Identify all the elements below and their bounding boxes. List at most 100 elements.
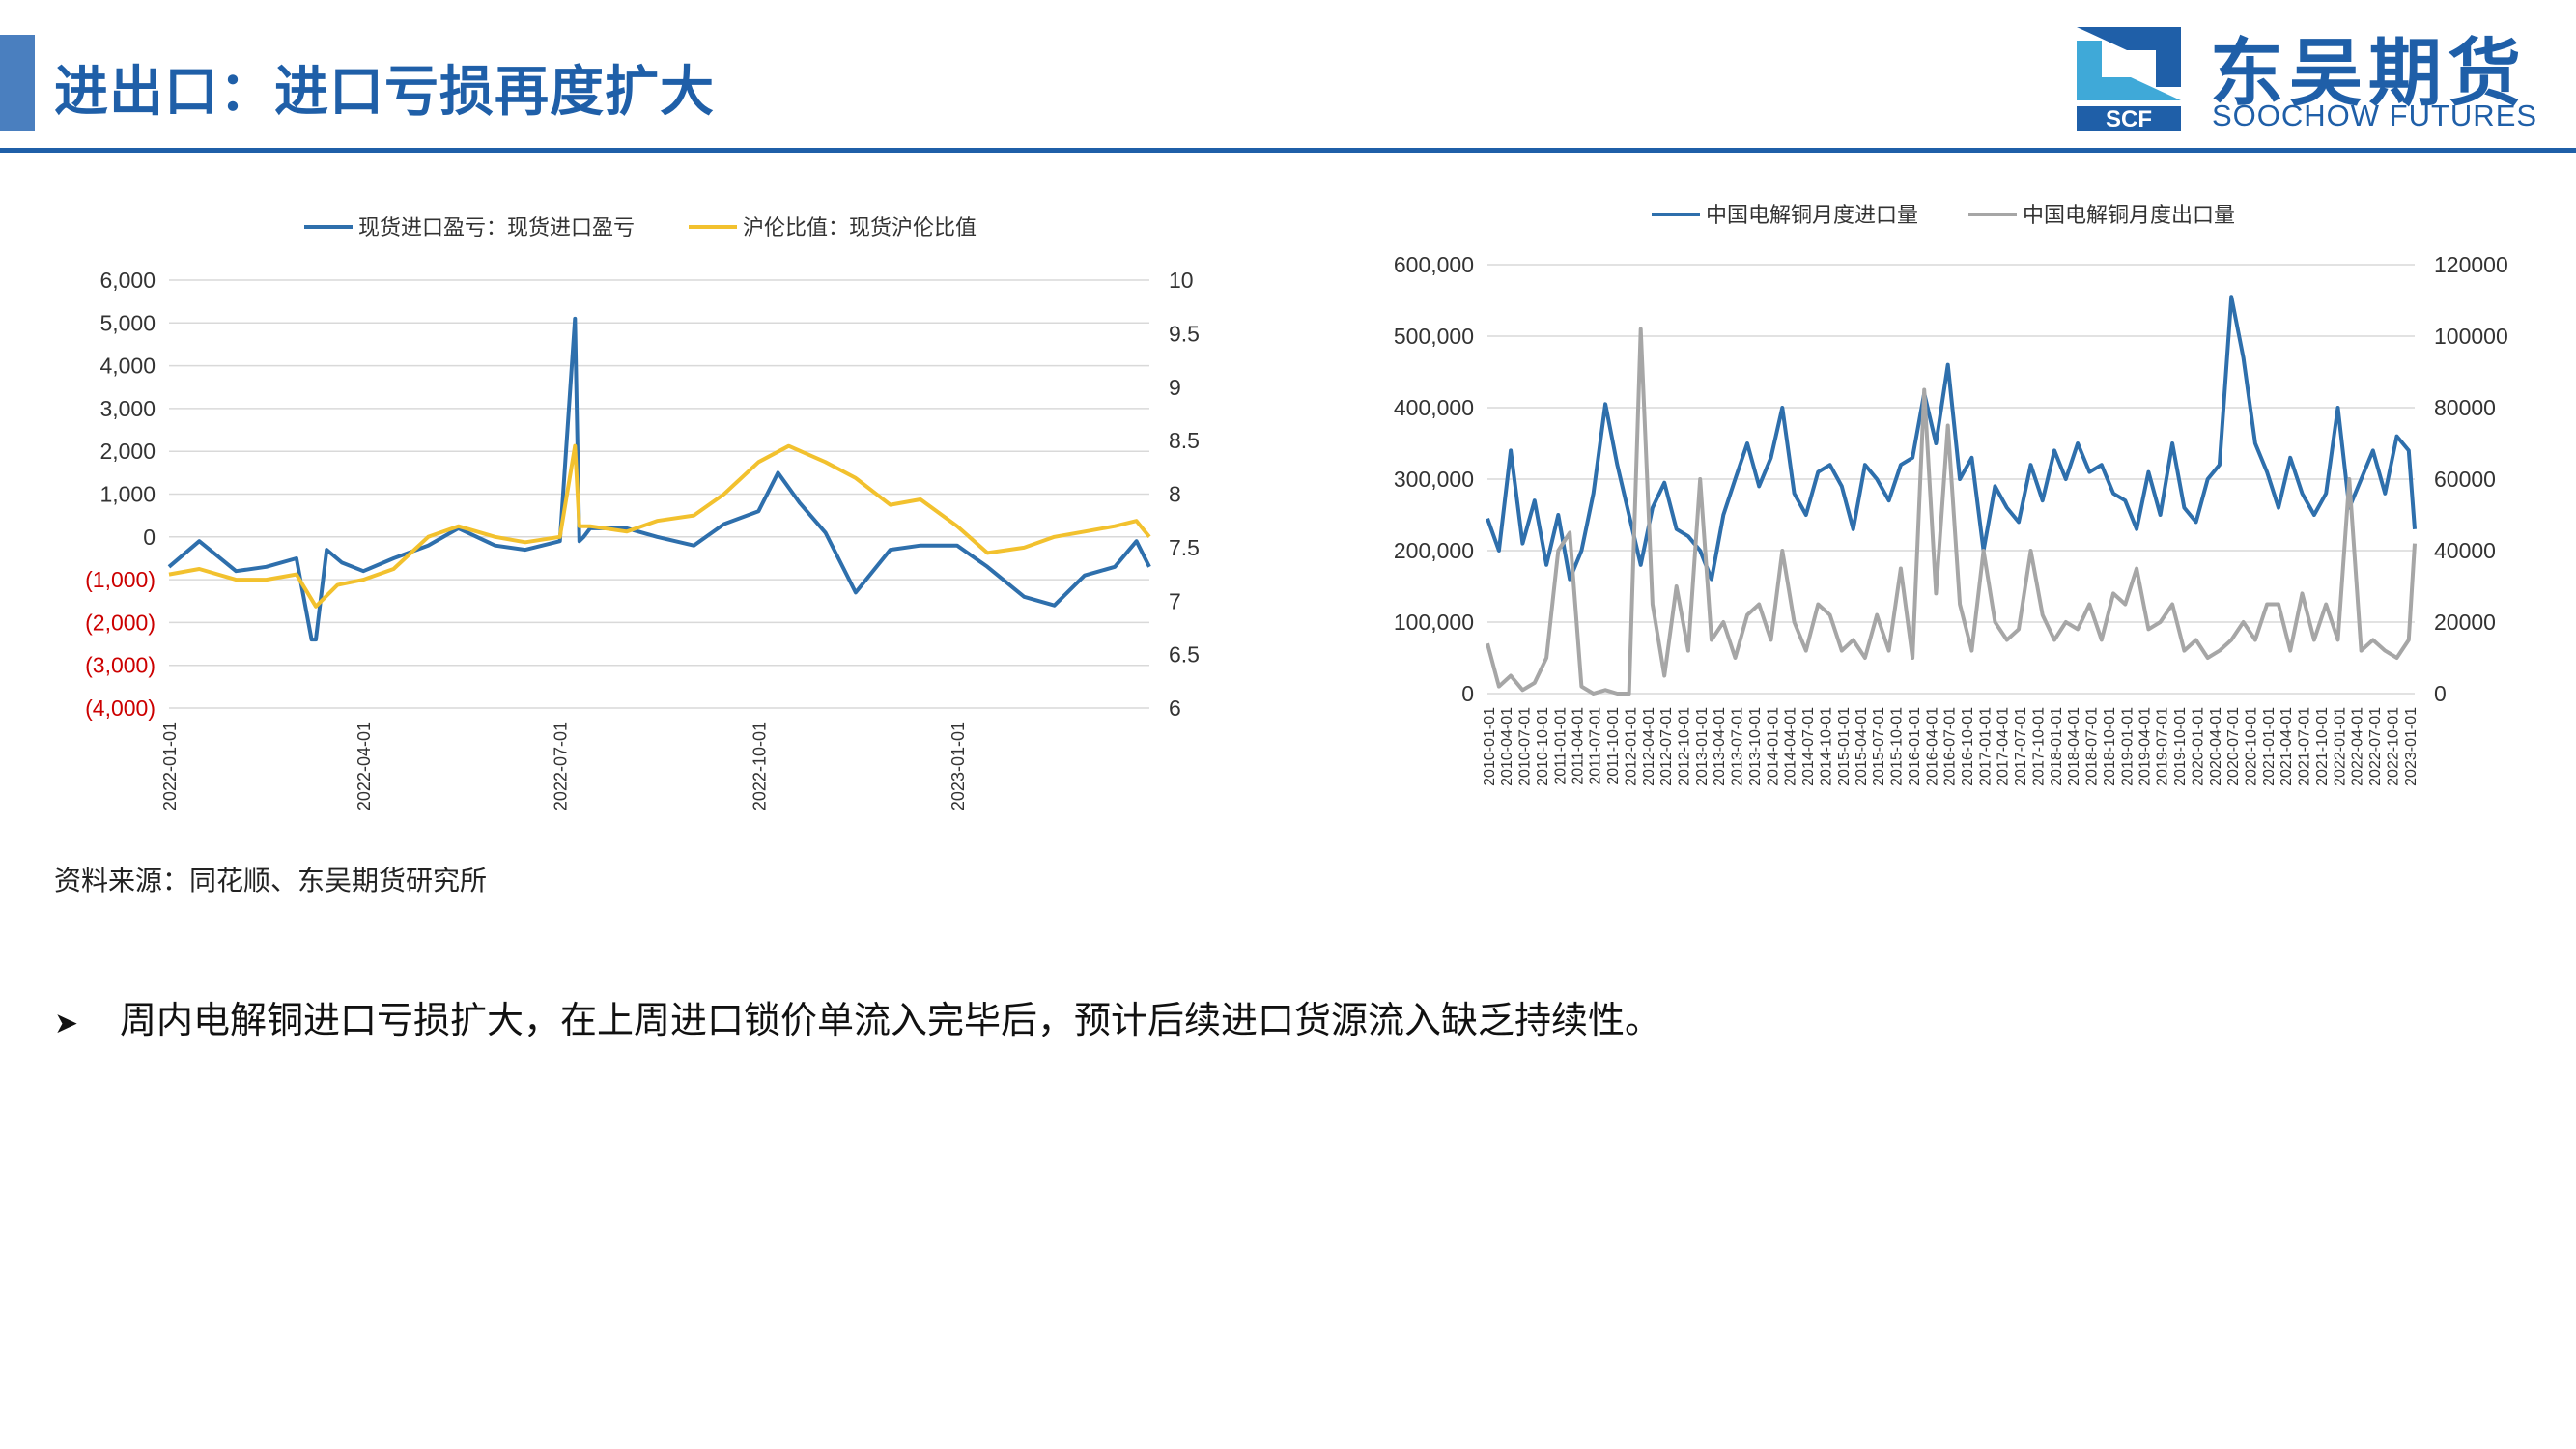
x-tick-label: 2022-07-01 <box>552 722 571 810</box>
header-divider <box>0 148 2576 153</box>
x-tick-label: 2022-04-01 <box>2350 707 2366 786</box>
y-tick-label-left: 2,000 <box>99 439 156 464</box>
x-tick-label: 2020-04-01 <box>2208 707 2224 786</box>
x-tick-label: 2022-04-01 <box>354 722 374 810</box>
x-tick-label: 2019-01-01 <box>2119 707 2136 786</box>
y-tick-label-right: 100000 <box>2434 324 2508 349</box>
y-tick-label-left: 200,000 <box>1394 538 1474 563</box>
x-tick-label: 2018-10-01 <box>2102 707 2118 786</box>
y-tick-label-left: 100,000 <box>1394 610 1474 635</box>
y-tick-label-left: 300,000 <box>1394 467 1474 492</box>
logo-mark-text: SCF <box>2106 106 2152 132</box>
data-source-note: 资料来源：同花顺、东吴期货研究所 <box>54 865 488 896</box>
x-tick-label: 2011-10-01 <box>1605 707 1622 785</box>
import-export-volume-chart: 中国电解铜月度进口量 中国电解铜月度出口量 600,000 500,000 400,00… <box>1352 184 2569 821</box>
x-tick-label: 2019-04-01 <box>2137 707 2153 786</box>
x-tick-label: 2020-07-01 <box>2225 707 2242 786</box>
x-tick-label: 2013-10-01 <box>1747 707 1764 786</box>
logo-english-name: SOOCHOW FUTURES <box>2212 99 2538 132</box>
x-tick-label: 2015-01-01 <box>1836 707 1853 786</box>
y-tick-label-right: 40000 <box>2434 538 2496 563</box>
analysis-bullet: ➤ 周内电解铜进口亏损扩大，在上周进口锁价单流入完毕后，预计后续进口货源流入缺乏持… <box>54 990 1661 1043</box>
import-export-volume-chart-svg: 中国电解铜月度进口量 中国电解铜月度出口量 600,000 500,000 400,00… <box>1394 203 2508 786</box>
x-tick-label: 2021-10-01 <box>2314 707 2331 786</box>
y-tick-label-right: 9 <box>1169 375 1181 400</box>
y-tick-label-right: 8.5 <box>1169 428 1200 453</box>
x-tick-label: 2014-07-01 <box>1800 707 1817 786</box>
x-tick-label: 2010-01-01 <box>1482 707 1498 786</box>
y-tick-label-right: 60000 <box>2434 467 2496 492</box>
y-tick-label-right: 8 <box>1169 482 1181 507</box>
legend-label: 中国电解铜月度出口量 <box>2023 203 2235 227</box>
x-tick-label: 2014-10-01 <box>1818 707 1834 786</box>
x-tick-label: 2021-01-01 <box>2261 707 2278 786</box>
y-tick-label-left: 0 <box>143 525 156 550</box>
x-tick-label: 2018-04-01 <box>2066 707 2082 786</box>
x-tick-label: 2012-01-01 <box>1624 707 1640 786</box>
x-tick-label: 2018-07-01 <box>2083 707 2100 786</box>
page-title: 进出口：进口亏损再度扩大 <box>54 61 715 124</box>
x-tick-label: 2019-10-01 <box>2172 707 2189 786</box>
y-tick-label-right: 7.5 <box>1169 535 1200 560</box>
x-tick-label: 2012-04-01 <box>1641 707 1657 786</box>
arrow-bullet-icon: ➤ <box>54 1007 79 1040</box>
x-tick-label: 2019-07-01 <box>2155 707 2171 786</box>
y-tick-label-left: 600,000 <box>1394 252 1474 277</box>
y-tick-label-left: 5,000 <box>99 310 156 335</box>
x-tick-label: 2016-04-01 <box>1924 707 1940 786</box>
brand-logo: SCF 东吴期货 SOOCHOW FUTURES <box>2067 14 2550 139</box>
x-tick-label: 2015-10-01 <box>1889 707 1906 786</box>
x-tick-label: 2010-10-01 <box>1535 707 1551 786</box>
y-tick-label-left: (3,000) <box>85 653 156 678</box>
x-tick-label: 2012-10-01 <box>1677 707 1693 786</box>
series-line-primary <box>1486 295 2417 582</box>
y-tick-label-right: 0 <box>2434 681 2447 706</box>
y-tick-label-left: (4,000) <box>85 696 156 721</box>
x-tick-label: 2020-10-01 <box>2244 707 2260 786</box>
x-tick-label: 2023-01-01 <box>948 722 968 810</box>
legend-label: 现货进口盈亏：现货进口盈亏 <box>358 215 635 240</box>
scf-logo-icon: SCF <box>2077 27 2181 132</box>
series-line-secondary <box>168 443 1151 609</box>
x-tick-label: 2021-07-01 <box>2296 707 2312 786</box>
x-tick-label: 2017-01-01 <box>1978 707 1995 786</box>
x-tick-label: 2016-01-01 <box>1907 707 1923 786</box>
series-line-secondary <box>1486 327 2417 696</box>
x-tick-label: 2022-01-01 <box>2332 707 2348 786</box>
x-tick-label: 2023-01-01 <box>2403 707 2420 786</box>
y-tick-label-left: 6,000 <box>99 268 156 293</box>
y-tick-label-left: 500,000 <box>1394 324 1474 349</box>
y-tick-label-right: 120000 <box>2434 252 2508 277</box>
y-tick-label-right: 6 <box>1169 696 1181 721</box>
x-tick-label: 2010-04-01 <box>1499 707 1515 786</box>
y-tick-label-left: 0 <box>1461 681 1474 706</box>
y-tick-label-left: (2,000) <box>85 610 156 635</box>
import-profit-chart: 现货进口盈亏：现货进口盈亏 沪伦比值：现货沪伦比值 6,000 5,000 4,000 3… <box>39 193 1256 831</box>
y-tick-label-left: 4,000 <box>99 354 156 379</box>
import-profit-chart-svg: 现货进口盈亏：现货进口盈亏 沪伦比值：现货沪伦比值 6,000 5,000 4,000 3… <box>85 215 1200 810</box>
x-tick-label: 2016-07-01 <box>1942 707 1959 786</box>
y-tick-label-left: 1,000 <box>99 482 156 507</box>
x-tick-label: 2011-01-01 <box>1552 707 1569 785</box>
x-tick-label: 2015-07-01 <box>1871 707 1887 786</box>
y-tick-label-left: 3,000 <box>99 396 156 421</box>
x-tick-label: 2012-07-01 <box>1658 707 1675 786</box>
y-tick-label-left: (1,000) <box>85 567 156 592</box>
y-tick-label-right: 80000 <box>2434 395 2496 420</box>
y-tick-label-right: 20000 <box>2434 610 2496 635</box>
x-tick-label: 2011-04-01 <box>1570 707 1586 785</box>
legend-label: 中国电解铜月度进口量 <box>1706 203 1918 227</box>
x-tick-label: 2020-01-01 <box>2191 707 2207 786</box>
x-tick-label: 2022-10-01 <box>750 722 769 810</box>
y-tick-label-right: 10 <box>1169 268 1194 293</box>
x-tick-label: 2013-07-01 <box>1730 707 1746 786</box>
series-line-primary <box>167 316 1151 642</box>
x-tick-label: 2022-01-01 <box>160 722 180 810</box>
x-tick-label: 2010-07-01 <box>1516 707 1533 786</box>
y-tick-label-left: 400,000 <box>1394 395 1474 420</box>
x-tick-label: 2014-04-01 <box>1783 707 1799 786</box>
title-accent-bar <box>0 35 35 131</box>
y-tick-label-right: 9.5 <box>1169 321 1200 346</box>
x-tick-label: 2013-04-01 <box>1712 707 1728 786</box>
y-tick-label-right: 7 <box>1169 588 1181 613</box>
